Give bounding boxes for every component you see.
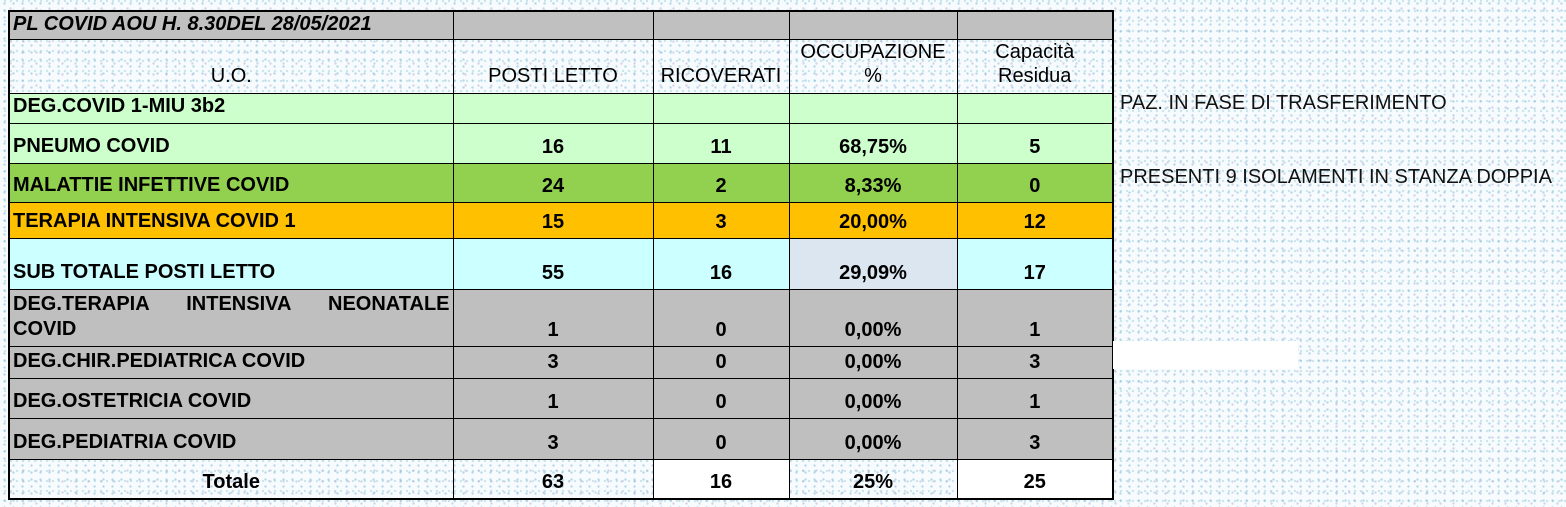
covid-beds-table: PL COVID AOU H. 8.30DEL 28/05/2021 U.O. …	[8, 10, 1114, 500]
header-uo[interactable]: U.O.	[8, 38, 454, 94]
header-capacita[interactable]: Capacità Residua	[956, 38, 1114, 94]
table-row: PNEUMO COVID 16 11 68,75% 5	[8, 122, 1114, 164]
header-posti-letto[interactable]: POSTI LETTO	[452, 38, 654, 94]
table-row: MALATTIE INFETTIVE COVID 24 2 8,33% 0	[8, 162, 1114, 203]
cell-posti-letto[interactable]: 3	[452, 345, 654, 379]
cell-capacita[interactable]: 1	[956, 288, 1114, 347]
cell-ricoverati[interactable]: 16	[652, 458, 790, 500]
cell-capacita[interactable]: 17	[956, 237, 1114, 290]
white-band	[1113, 341, 1298, 369]
table-row: DEG.PEDIATRIA COVID 3 0 0,00% 3	[8, 417, 1114, 460]
title-empty-cell[interactable]	[452, 10, 654, 40]
note-isolation[interactable]: PRESENTI 9 ISOLAMENTI IN STANZA DOPPIA	[1120, 166, 1552, 188]
cell-occupazione[interactable]: 8,33%	[788, 162, 958, 203]
cell-ricoverati[interactable]	[652, 92, 790, 124]
total-row: Totale 63 16 25% 25	[8, 458, 1114, 500]
title-empty-cell[interactable]	[956, 10, 1114, 40]
cell-uo[interactable]: DEG.PEDIATRIA COVID	[8, 417, 454, 460]
header-ricoverati[interactable]: RICOVERATI	[652, 38, 790, 94]
cell-ricoverati[interactable]: 0	[652, 288, 790, 347]
cell-occupazione[interactable]: 0,00%	[788, 288, 958, 347]
cell-posti-letto[interactable]: 1	[452, 288, 654, 347]
table-row: DEG.OSTETRICIA COVID 1 0 0,00% 1	[8, 377, 1114, 419]
table-row: DEG.COVID 1-MIU 3b2	[8, 92, 1114, 124]
cell-uo[interactable]: DEG.OSTETRICIA COVID	[8, 377, 454, 419]
cell-ricoverati[interactable]: 11	[652, 122, 790, 164]
table-row: TERAPIA INTENSIVA COVID 1 15 3 20,00% 12	[8, 201, 1114, 239]
cell-capacita[interactable]: 0	[956, 162, 1114, 203]
cell-posti-letto[interactable]: 16	[452, 122, 654, 164]
cell-capacita[interactable]: 3	[956, 345, 1114, 379]
cell-posti-letto[interactable]: 55	[452, 237, 654, 290]
title-empty-cell[interactable]	[652, 10, 790, 40]
cell-occupazione[interactable]: 0,00%	[788, 417, 958, 460]
header-row: U.O. POSTI LETTO RICOVERATI OCCUPAZIONE …	[8, 38, 1114, 94]
cell-capacita[interactable]: 25	[956, 458, 1114, 500]
cell-posti-letto[interactable]: 24	[452, 162, 654, 203]
title-empty-cell[interactable]	[788, 10, 958, 40]
cell-ricoverati[interactable]: 0	[652, 417, 790, 460]
cell-posti-letto[interactable]: 1	[452, 377, 654, 419]
cell-capacita[interactable]: 1	[956, 377, 1114, 419]
cell-occupazione[interactable]: 0,00%	[788, 345, 958, 379]
cell-capacita[interactable]: 12	[956, 201, 1114, 239]
cell-posti-letto[interactable]: 63	[452, 458, 654, 500]
cell-posti-letto[interactable]	[452, 92, 654, 124]
title-row: PL COVID AOU H. 8.30DEL 28/05/2021	[8, 10, 1114, 40]
cell-occupazione[interactable]: 68,75%	[788, 122, 958, 164]
subtotal-row: SUB TOTALE POSTI LETTO 55 16 29,09% 17	[8, 237, 1114, 290]
cell-ricoverati[interactable]: 3	[652, 201, 790, 239]
cell-posti-letto[interactable]: 15	[452, 201, 654, 239]
cell-ricoverati[interactable]: 16	[652, 237, 790, 290]
cell-uo[interactable]: SUB TOTALE POSTI LETTO	[8, 237, 454, 290]
cell-uo[interactable]: DEG.COVID 1-MIU 3b2	[8, 92, 454, 124]
header-occupazione[interactable]: OCCUPAZIONE %	[788, 38, 958, 94]
cell-uo[interactable]: DEG.CHIR.PEDIATRICA COVID	[8, 345, 454, 379]
cell-uo[interactable]: TERAPIA INTENSIVA COVID 1	[8, 201, 454, 239]
cell-ricoverati[interactable]: 2	[652, 162, 790, 203]
cell-occupazione[interactable]: 20,00%	[788, 201, 958, 239]
cell-capacita[interactable]: 5	[956, 122, 1114, 164]
cell-uo[interactable]: PNEUMO COVID	[8, 122, 454, 164]
note-transfer[interactable]: PAZ. IN FASE DI TRASFERIMENTO	[1120, 92, 1447, 114]
sheet-title[interactable]: PL COVID AOU H. 8.30DEL 28/05/2021	[8, 10, 454, 40]
cell-occupazione[interactable]: 25%	[788, 458, 958, 500]
table-row: DEG.TERAPIA INTENSIVA NEONATALE COVID 1 …	[8, 288, 1114, 347]
cell-occupazione[interactable]: 0,00%	[788, 377, 958, 419]
cell-occupazione[interactable]: 29,09%	[788, 237, 958, 290]
cell-ricoverati[interactable]: 0	[652, 377, 790, 419]
cell-ricoverati[interactable]: 0	[652, 345, 790, 379]
cell-uo[interactable]: MALATTIE INFETTIVE COVID	[8, 162, 454, 203]
cell-posti-letto[interactable]: 3	[452, 417, 654, 460]
cell-capacita[interactable]: 3	[956, 417, 1114, 460]
cell-capacita[interactable]	[956, 92, 1114, 124]
cell-uo[interactable]: DEG.TERAPIA INTENSIVA NEONATALE COVID	[8, 288, 454, 347]
cell-occupazione[interactable]	[788, 92, 958, 124]
table-row: DEG.CHIR.PEDIATRICA COVID 3 0 0,00% 3	[8, 345, 1114, 379]
cell-uo[interactable]: Totale	[8, 458, 454, 500]
